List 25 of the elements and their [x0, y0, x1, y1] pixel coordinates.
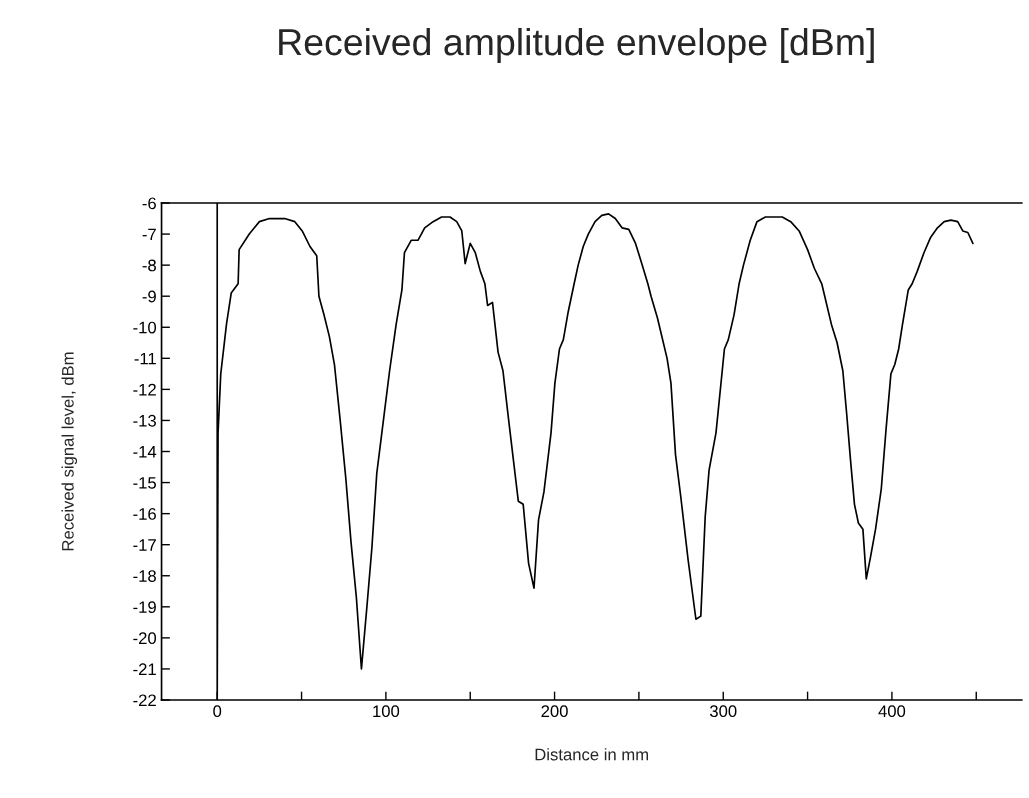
y-tick-label: -21: [133, 663, 156, 675]
y-tick-label: -11: [134, 352, 156, 365]
chart-title: Received amplitude envelope [dBm]: [279, 27, 874, 63]
y-tick-label: -10: [133, 321, 157, 334]
y-tick-label: -14: [133, 446, 157, 458]
x-tick-label: 300: [709, 705, 737, 718]
y-tick-label: -15: [133, 477, 156, 489]
x-tick-label: 200: [541, 705, 568, 718]
y-tick-label: -17: [133, 539, 156, 551]
y-tick-label: -16: [133, 508, 156, 520]
y-tick-label: -20: [133, 632, 157, 645]
y-tick-label: -18: [133, 570, 156, 582]
x-axis-title: Distance in mm: [535, 748, 648, 761]
y-tick-label: -13: [133, 414, 156, 427]
y-tick-label: -8: [142, 259, 156, 272]
y-tick-label: -7: [142, 228, 156, 241]
x-tick-label: 0: [213, 705, 222, 718]
y-tick-label: -22: [133, 694, 156, 707]
x-tick-label: 100: [373, 705, 400, 718]
y-axis-title: Received signal level, dBm: [61, 352, 78, 551]
y-tick-label: -19: [133, 601, 156, 614]
y-tick-label: -12: [133, 383, 156, 396]
y-tick-label: -6: [142, 197, 156, 210]
x-tick-label: 400: [878, 705, 906, 718]
y-tick-label: -9: [142, 290, 156, 303]
